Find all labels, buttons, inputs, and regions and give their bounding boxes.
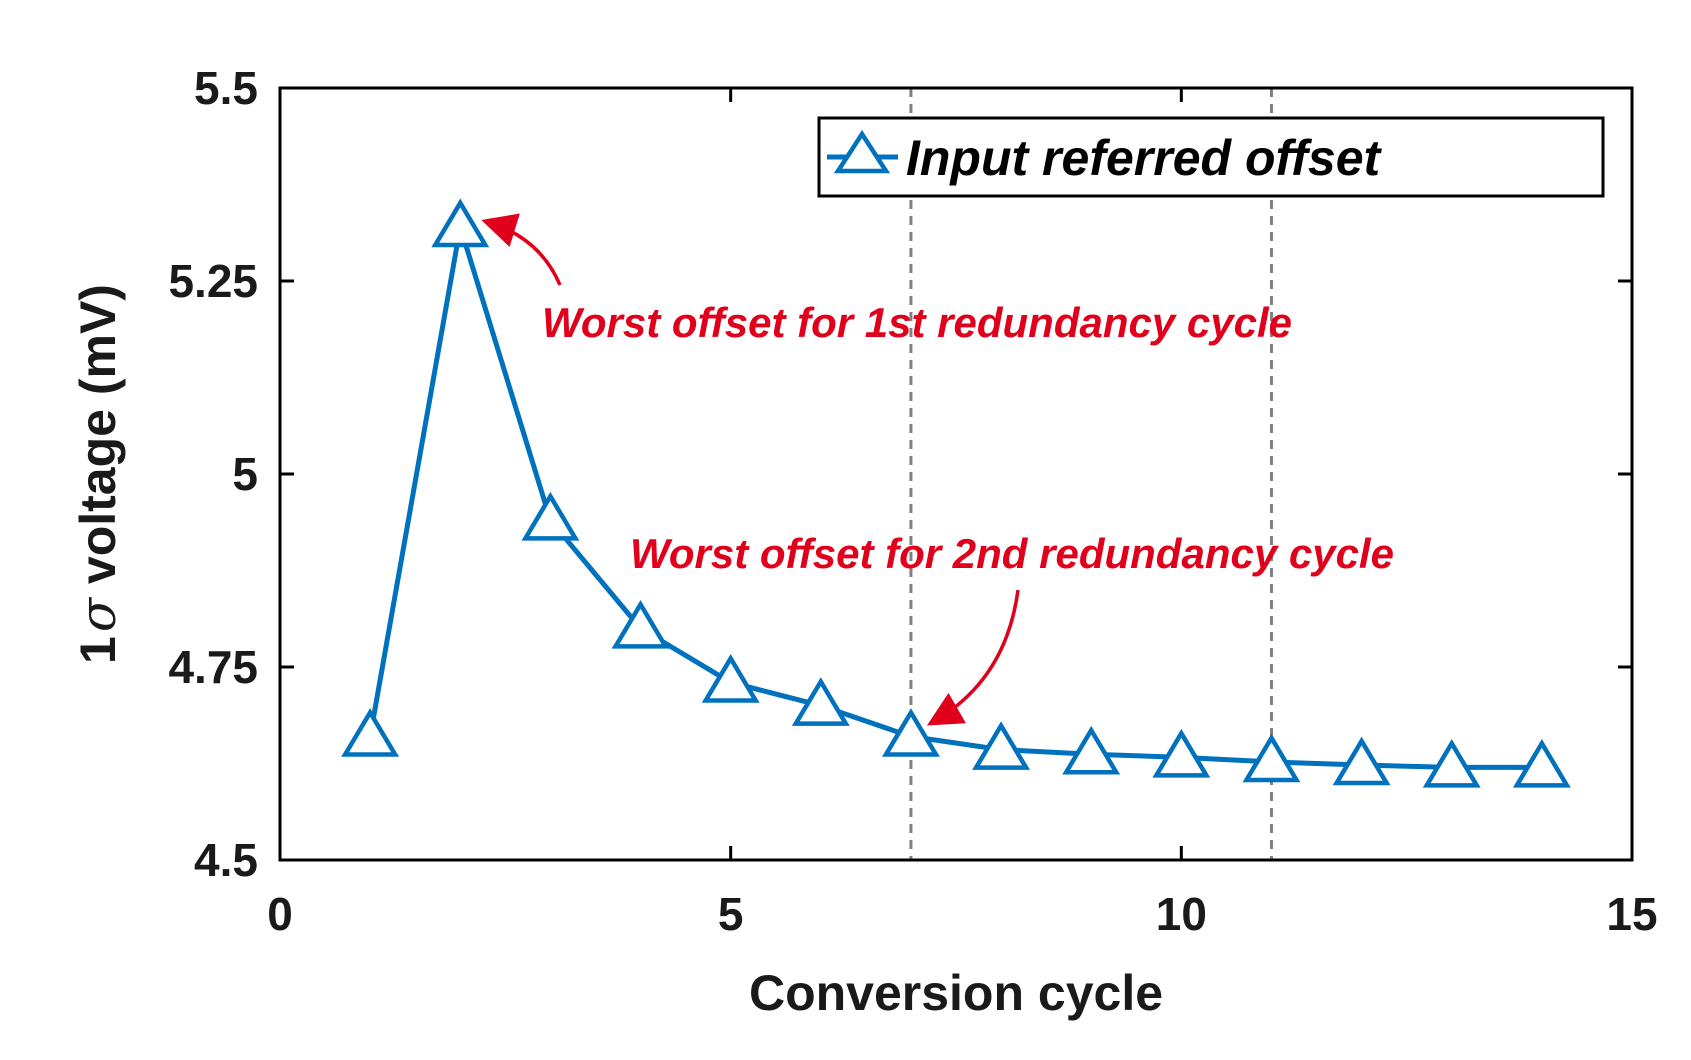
- x-axis-title: Conversion cycle: [749, 965, 1163, 1021]
- data-point-marker: [1332, 736, 1391, 786]
- annotation-arrow-2nd: [926, 589, 1020, 726]
- x-tick-label: 0: [267, 888, 293, 940]
- y-tick-label: 4.5: [194, 834, 258, 886]
- data-point-marker: [521, 491, 580, 541]
- data-point-marker: [1512, 738, 1571, 788]
- legend-marker-triangle: [833, 129, 891, 174]
- legend-label: Input referred offset: [906, 130, 1382, 186]
- y-axis-title-prefix: 1: [70, 636, 126, 664]
- data-point-marker: [1422, 738, 1481, 788]
- y-axis-title-sigma: σ: [69, 596, 127, 632]
- y-tick-labels: 4.5 4.75 5 5.25 5.5: [168, 62, 258, 886]
- annotation-2nd-redundancy: Worst offset for 2nd redundancy cycle: [630, 530, 1394, 577]
- data-point-marker: [1152, 728, 1211, 778]
- data-point-marker: [881, 708, 940, 757]
- legend: Input referred offset: [817, 116, 1605, 198]
- x-tick-labels: 0 5 10 15: [267, 888, 1657, 940]
- x-tick-label: 5: [718, 888, 744, 940]
- y-tick-label: 5: [232, 448, 258, 500]
- data-point-marker: [1242, 733, 1301, 783]
- x-tick-label: 10: [1156, 888, 1207, 940]
- data-point-marker: [431, 198, 490, 248]
- data-point-marker: [611, 600, 670, 649]
- annotation-1st-redundancy: Worst offset for 1st redundancy cycle: [542, 299, 1292, 346]
- series-layer: [341, 198, 1571, 788]
- annotation-arrow-1st: [481, 213, 562, 286]
- data-point-marker: [701, 654, 760, 703]
- legend-box: [817, 116, 1605, 198]
- x-tick-label: 15: [1606, 888, 1657, 940]
- y-axis-title: 1 σ voltage (mV): [69, 284, 127, 664]
- data-point-marker: [1062, 725, 1121, 775]
- tick-marks: [278, 86, 1634, 862]
- data-point-marker: [972, 721, 1031, 770]
- y-tick-label: 5.25: [168, 255, 258, 307]
- y-axis-title-suffix: voltage (mV): [70, 284, 126, 598]
- data-point-marker: [341, 708, 400, 757]
- y-tick-label: 5.5: [194, 62, 258, 114]
- y-tick-label: 4.75: [168, 641, 258, 693]
- data-point-marker: [791, 677, 850, 726]
